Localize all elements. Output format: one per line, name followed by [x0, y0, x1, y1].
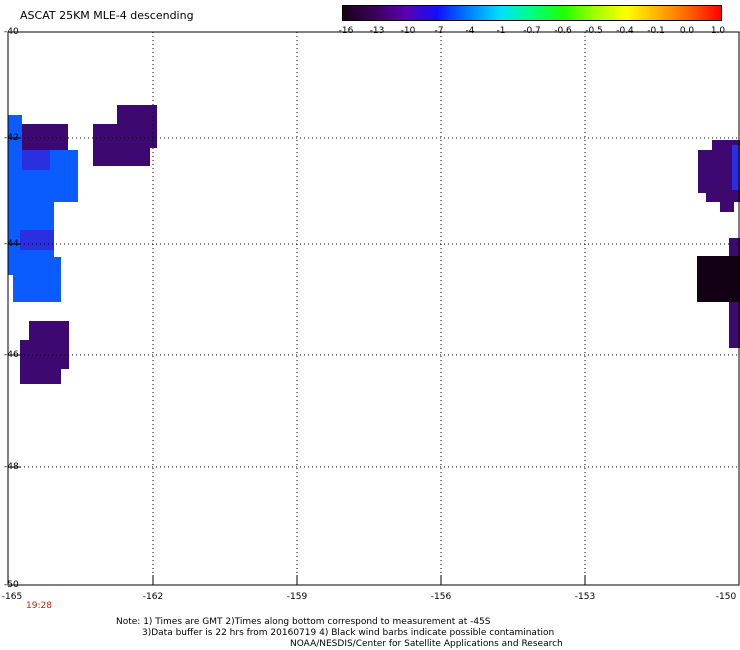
- data-cell: [8, 115, 22, 150]
- lat-label: -48: [4, 462, 19, 472]
- data-cell: [22, 124, 68, 150]
- map-frame: [7, 31, 740, 586]
- note-line-2: 3)Data buffer is 22 hrs from 20160719 4)…: [142, 628, 555, 638]
- colorbar: [342, 5, 722, 21]
- data-cell: [13, 275, 61, 302]
- data-cell: [22, 150, 50, 170]
- data-cell: [117, 105, 157, 125]
- note-line-3: NOAA/NESDIS/Center for Satellite Applica…: [290, 639, 563, 649]
- data-cell: [729, 238, 740, 256]
- lat-label: -40: [4, 27, 19, 37]
- colorbar-tick-label: 0.0: [679, 26, 695, 36]
- time-label: 19:28: [26, 601, 52, 611]
- colorbar-tick-label: -13: [369, 26, 385, 36]
- graticule: [8, 31, 740, 585]
- colorbar-tick-label: -1: [496, 26, 506, 36]
- lon-label: -150: [715, 592, 737, 602]
- lon-label: -159: [286, 592, 308, 602]
- data-cell: [20, 230, 54, 250]
- colorbar-tick-label: -0.7: [523, 26, 541, 36]
- colorbar-tick-label: -4: [465, 26, 475, 36]
- data-cell: [20, 340, 61, 384]
- data-cell: [729, 302, 740, 348]
- data-cell: [8, 257, 61, 275]
- data-cell: [93, 148, 150, 166]
- colorbar-tick-label: -0.5: [585, 26, 603, 36]
- colorbar-tick-label: -0.4: [616, 26, 634, 36]
- lat-label: -50: [4, 580, 19, 590]
- colorbar-tick-label: -7: [434, 26, 444, 36]
- note-line-1: Note: 1) Times are GMT 2)Times along bot…: [116, 617, 491, 627]
- data-cell: [697, 256, 740, 302]
- lon-label: -156: [430, 592, 452, 602]
- lat-label: -42: [4, 133, 19, 143]
- colorbar-tick-label: -16: [338, 26, 354, 36]
- colorbar-tick-label: 1.0: [710, 26, 726, 36]
- data-cell: [720, 200, 734, 212]
- lat-label: -44: [4, 239, 19, 249]
- data-cells: [8, 105, 740, 384]
- data-cell: [706, 190, 740, 202]
- lon-label: -165: [1, 592, 23, 602]
- data-cell: [732, 145, 740, 190]
- map-title: ASCAT 25KM MLE-4 descending: [20, 9, 194, 22]
- lat-label: -46: [4, 350, 19, 360]
- lon-label: -153: [574, 592, 596, 602]
- colorbar-tick-label: -0.6: [554, 26, 572, 36]
- lon-label: -162: [142, 592, 164, 602]
- data-cell: [93, 124, 157, 148]
- colorbar-tick-label: -10: [400, 26, 416, 36]
- colorbar-tick-label: -0.1: [647, 26, 665, 36]
